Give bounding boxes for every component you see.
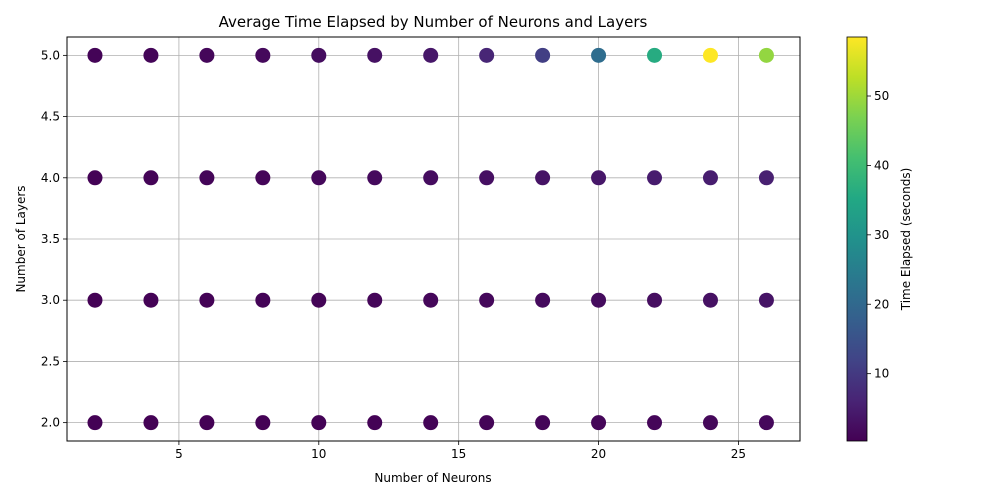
y-axis-ticks: 2.0 2.5 3.0 3.5 4.0 4.5 5.0 [41, 48, 67, 430]
data-point [311, 170, 327, 186]
data-point [591, 170, 607, 186]
colorbar-tick-label: 10 [874, 367, 889, 381]
data-point [647, 170, 663, 186]
y-axis-label: Number of Layers [14, 185, 28, 292]
data-point [591, 415, 607, 431]
data-point [758, 415, 774, 431]
data-point [255, 47, 271, 63]
data-point [535, 170, 551, 186]
y-tick-label: 4.0 [41, 171, 60, 185]
data-point [591, 47, 607, 63]
data-point [255, 415, 271, 431]
data-point [535, 292, 551, 308]
x-tick-label: 5 [175, 447, 183, 461]
data-point [702, 292, 718, 308]
data-point [591, 292, 607, 308]
colorbar-tick-label: 50 [874, 89, 889, 103]
x-axis-ticks: 5 10 15 20 25 [175, 441, 746, 461]
data-point [479, 415, 495, 431]
data-point [647, 292, 663, 308]
y-tick-label: 5.0 [41, 48, 60, 62]
data-point [702, 170, 718, 186]
data-point [87, 47, 103, 63]
colorbar-label: Time Elapsed (seconds) [899, 168, 913, 312]
y-tick-label: 2.5 [41, 354, 60, 368]
data-point [758, 292, 774, 308]
data-point [367, 170, 383, 186]
data-point [199, 292, 215, 308]
data-point [479, 170, 495, 186]
data-point [143, 415, 159, 431]
colorbar-tick-label: 40 [874, 158, 889, 172]
x-tick-label: 25 [731, 447, 746, 461]
data-point [479, 47, 495, 63]
data-point [367, 47, 383, 63]
colorbar-tick-label: 20 [874, 297, 889, 311]
data-point [199, 47, 215, 63]
y-tick-label: 3.5 [41, 232, 60, 246]
data-point [423, 415, 439, 431]
data-point [423, 170, 439, 186]
x-tick-label: 10 [311, 447, 326, 461]
data-point [758, 170, 774, 186]
y-tick-label: 4.5 [41, 110, 60, 124]
data-point [255, 292, 271, 308]
data-point [199, 170, 215, 186]
y-tick-label: 2.0 [41, 416, 60, 430]
data-point [647, 415, 663, 431]
data-point [702, 415, 718, 431]
data-point [87, 415, 103, 431]
data-point [535, 415, 551, 431]
colorbar-tick-label: 30 [874, 228, 889, 242]
data-point [535, 47, 551, 63]
y-tick-label: 3.0 [41, 293, 60, 307]
data-point [423, 292, 439, 308]
data-point [702, 47, 718, 63]
chart-title: Average Time Elapsed by Number of Neuron… [219, 13, 648, 31]
data-point [199, 415, 215, 431]
grid-lines [67, 37, 800, 441]
data-point [647, 47, 663, 63]
data-point [367, 292, 383, 308]
data-point [479, 292, 495, 308]
data-point [255, 170, 271, 186]
data-point [311, 415, 327, 431]
data-point [143, 292, 159, 308]
data-point [143, 47, 159, 63]
data-point [87, 170, 103, 186]
x-tick-label: 20 [591, 447, 606, 461]
data-point [758, 47, 774, 63]
data-point [143, 170, 159, 186]
x-tick-label: 15 [451, 447, 466, 461]
data-point [367, 415, 383, 431]
data-points [87, 47, 774, 431]
colorbar-ticks: 10 20 30 40 50 [867, 89, 889, 381]
colorbar [846, 36, 868, 442]
data-point [311, 292, 327, 308]
data-point [87, 292, 103, 308]
data-point [423, 47, 439, 63]
x-axis-label: Number of Neurons [374, 471, 491, 485]
data-point [311, 47, 327, 63]
